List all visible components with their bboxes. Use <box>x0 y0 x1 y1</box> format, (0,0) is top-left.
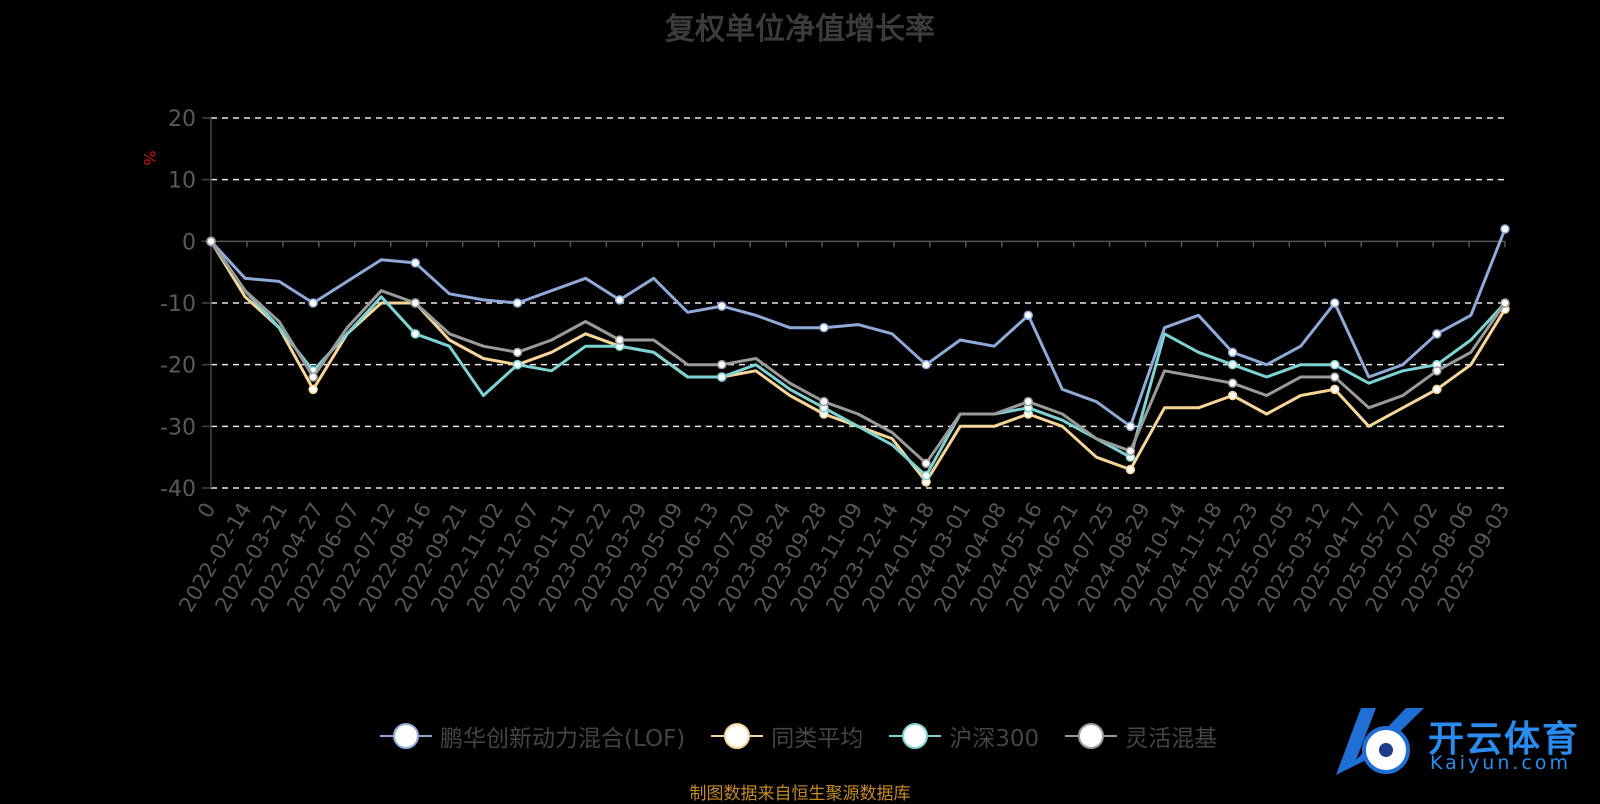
data-point-1 <box>1329 384 1340 395</box>
brand-url: Kaiyun.com <box>1430 752 1571 774</box>
data-point-3 <box>921 458 931 469</box>
y-tick-label: 0 <box>182 230 196 255</box>
legend-label-peer-average: 同类平均 <box>771 726 864 752</box>
data-point-3 <box>410 298 421 308</box>
y-tick-label: -30 <box>160 415 196 440</box>
legend-marker-flexible-mixed-icon <box>1065 722 1118 750</box>
data-point-3 <box>1432 366 1442 376</box>
data-point-0 <box>614 295 625 305</box>
series-line-1 <box>209 240 1507 484</box>
data-point-3 <box>1227 378 1238 388</box>
data-point-3 <box>1500 298 1510 308</box>
data-point-3 <box>1329 372 1340 382</box>
series-line-0 <box>209 228 1507 428</box>
data-point-1 <box>1227 390 1238 401</box>
data-point-0 <box>921 359 931 370</box>
legend-item-flexible-mixed[interactable]: 灵活混基 <box>1065 719 1217 753</box>
data-point-1 <box>1432 384 1442 395</box>
legend-marker-fund-icon <box>380 722 432 750</box>
brand-logo-icon <box>1336 708 1424 775</box>
data-point-1 <box>1125 464 1136 475</box>
data-point-3 <box>614 335 625 345</box>
data-point-3 <box>1125 446 1136 456</box>
data-point-0 <box>1125 421 1136 432</box>
series-line-3 <box>209 240 1507 465</box>
brand-watermark: 开云体育 Kaiyun.com <box>1316 700 1596 785</box>
data-point-3 <box>717 359 727 370</box>
data-point-2 <box>1227 359 1238 370</box>
data-point-0 <box>308 298 318 308</box>
data-point-2 <box>921 470 931 481</box>
legend-label-fund: 鹏华创新动力混合(LOF) <box>440 726 686 752</box>
data-point-0 <box>1500 224 1510 234</box>
y-axis-label: % <box>140 150 159 165</box>
axes <box>202 117 1506 489</box>
data-point-0 <box>717 301 727 311</box>
line-chart: 20100-10-20-30-4002022-02-142022-03-2120… <box>140 107 1514 616</box>
chart-title: 复权单位净值增长率 <box>665 12 935 47</box>
data-point-3 <box>308 372 318 382</box>
data-point-2 <box>512 359 523 370</box>
y-tick-label: -20 <box>160 354 196 379</box>
data-point-3 <box>206 236 216 247</box>
axis-labels: 20100-10-20-30-4002022-02-142022-03-2120… <box>140 107 1514 616</box>
data-point-0 <box>1227 347 1238 358</box>
legend-label-flexible-mixed: 灵活混基 <box>1125 726 1218 752</box>
legend-label-csi300: 沪深300 <box>949 726 1040 752</box>
data-point-0 <box>512 298 523 308</box>
grid-lines <box>211 117 1505 489</box>
data-point-0 <box>1329 298 1340 308</box>
data-source-note: 制图数据来自恒生聚源数据库 <box>689 784 911 804</box>
data-point-0 <box>1432 329 1442 339</box>
y-tick-label: 20 <box>168 107 196 132</box>
y-tick-label: -40 <box>160 477 196 502</box>
legend-marker-peer-average-icon <box>711 722 764 750</box>
legend-item-csi300[interactable]: 沪深300 <box>889 719 1039 753</box>
data-point-3 <box>512 347 523 358</box>
legend: 鹏华创新动力混合(LOF) 同类平均 沪深300 灵活混基 <box>380 720 1217 752</box>
legend-item-peer-average[interactable]: 同类平均 <box>711 719 863 753</box>
legend-marker-csi300-icon <box>889 722 942 750</box>
x-tick-label: 0 <box>193 499 220 523</box>
y-tick-label: 10 <box>168 169 196 194</box>
data-point-0 <box>819 322 829 333</box>
data-point-2 <box>410 329 421 339</box>
data-point-0 <box>410 258 421 268</box>
data-point-1 <box>308 384 318 395</box>
y-tick-label: -10 <box>160 292 196 317</box>
series-lines <box>206 224 1510 487</box>
series-line-2 <box>209 240 1507 478</box>
data-point-3 <box>819 396 829 407</box>
data-point-2 <box>1329 359 1340 370</box>
data-point-3 <box>1023 396 1034 407</box>
brand-name: 开云体育 <box>1428 719 1581 760</box>
data-point-2 <box>717 372 727 382</box>
data-point-0 <box>1023 310 1034 321</box>
legend-item-fund[interactable]: 鹏华创新动力混合(LOF) <box>380 719 685 753</box>
